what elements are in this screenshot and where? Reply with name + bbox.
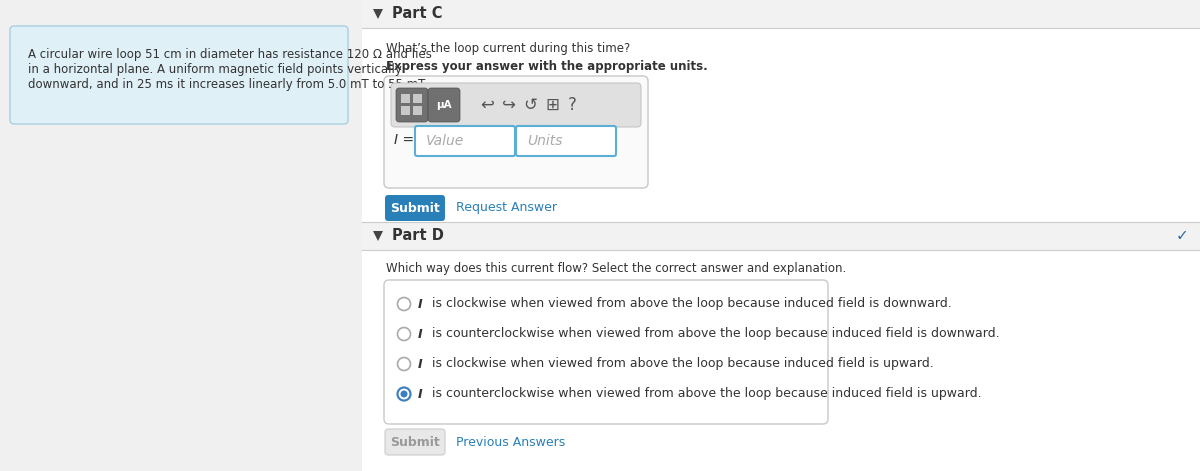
- Text: Value: Value: [426, 134, 464, 148]
- Text: μA: μA: [436, 100, 452, 110]
- FancyBboxPatch shape: [516, 126, 616, 156]
- Text: is clockwise when viewed from above the loop because induced field is upward.: is clockwise when viewed from above the …: [428, 357, 934, 371]
- Text: ↩: ↩: [480, 96, 494, 114]
- Bar: [401, 94, 410, 103]
- Polygon shape: [373, 231, 383, 241]
- FancyBboxPatch shape: [384, 280, 828, 424]
- Circle shape: [397, 388, 410, 400]
- Text: What’s the loop current during this time?: What’s the loop current during this time…: [386, 42, 630, 55]
- Circle shape: [397, 357, 410, 371]
- Text: A circular wire loop 51 cm in diameter has resistance 120 Ω and lies: A circular wire loop 51 cm in diameter h…: [28, 48, 432, 61]
- Text: Submit: Submit: [390, 202, 440, 214]
- Text: ↺: ↺: [523, 96, 536, 114]
- Text: Units: Units: [527, 134, 563, 148]
- Text: Previous Answers: Previous Answers: [456, 436, 565, 448]
- Bar: [362, 222, 1200, 250]
- FancyBboxPatch shape: [385, 429, 445, 455]
- FancyBboxPatch shape: [384, 76, 648, 188]
- Text: is counterclockwise when viewed from above the loop because induced field is dow: is counterclockwise when viewed from abo…: [428, 327, 1000, 341]
- Text: I: I: [418, 388, 422, 400]
- Text: I =: I =: [394, 133, 414, 147]
- Text: is clockwise when viewed from above the loop because induced field is downward.: is clockwise when viewed from above the …: [428, 298, 952, 310]
- Circle shape: [401, 390, 408, 398]
- FancyBboxPatch shape: [428, 88, 460, 122]
- Text: I: I: [418, 298, 422, 310]
- FancyBboxPatch shape: [391, 83, 641, 127]
- Text: ✓: ✓: [1175, 228, 1188, 244]
- Text: in a horizontal plane. A uniform magnetic field points vertically: in a horizontal plane. A uniform magneti…: [28, 63, 402, 76]
- Bar: [413, 94, 422, 103]
- Bar: [362, 0, 1200, 471]
- FancyBboxPatch shape: [10, 26, 348, 124]
- Text: is counterclockwise when viewed from above the loop because induced field is upw: is counterclockwise when viewed from abo…: [428, 388, 982, 400]
- Circle shape: [397, 298, 410, 310]
- FancyBboxPatch shape: [396, 88, 428, 122]
- FancyBboxPatch shape: [415, 126, 515, 156]
- Circle shape: [397, 327, 410, 341]
- Text: Submit: Submit: [390, 436, 440, 448]
- Text: ⊞: ⊞: [545, 96, 559, 114]
- Text: Request Answer: Request Answer: [456, 202, 557, 214]
- Text: ?: ?: [568, 96, 576, 114]
- Text: I: I: [418, 327, 422, 341]
- FancyBboxPatch shape: [385, 195, 445, 221]
- Text: Part D: Part D: [392, 228, 444, 244]
- Text: I: I: [418, 357, 422, 371]
- Bar: [362, 0, 1200, 28]
- Text: downward, and in 25 ms it increases linearly from 5.0 mT to 55 mT.: downward, and in 25 ms it increases line…: [28, 78, 427, 91]
- Polygon shape: [373, 9, 383, 19]
- Bar: [401, 106, 410, 115]
- Text: Part C: Part C: [392, 7, 443, 22]
- Circle shape: [397, 388, 410, 400]
- Bar: [0, 0, 362, 471]
- Text: Express your answer with the appropriate units.: Express your answer with the appropriate…: [386, 60, 708, 73]
- Bar: [413, 106, 422, 115]
- Text: ↪: ↪: [502, 96, 516, 114]
- Text: Which way does this current flow? Select the correct answer and explanation.: Which way does this current flow? Select…: [386, 262, 846, 275]
